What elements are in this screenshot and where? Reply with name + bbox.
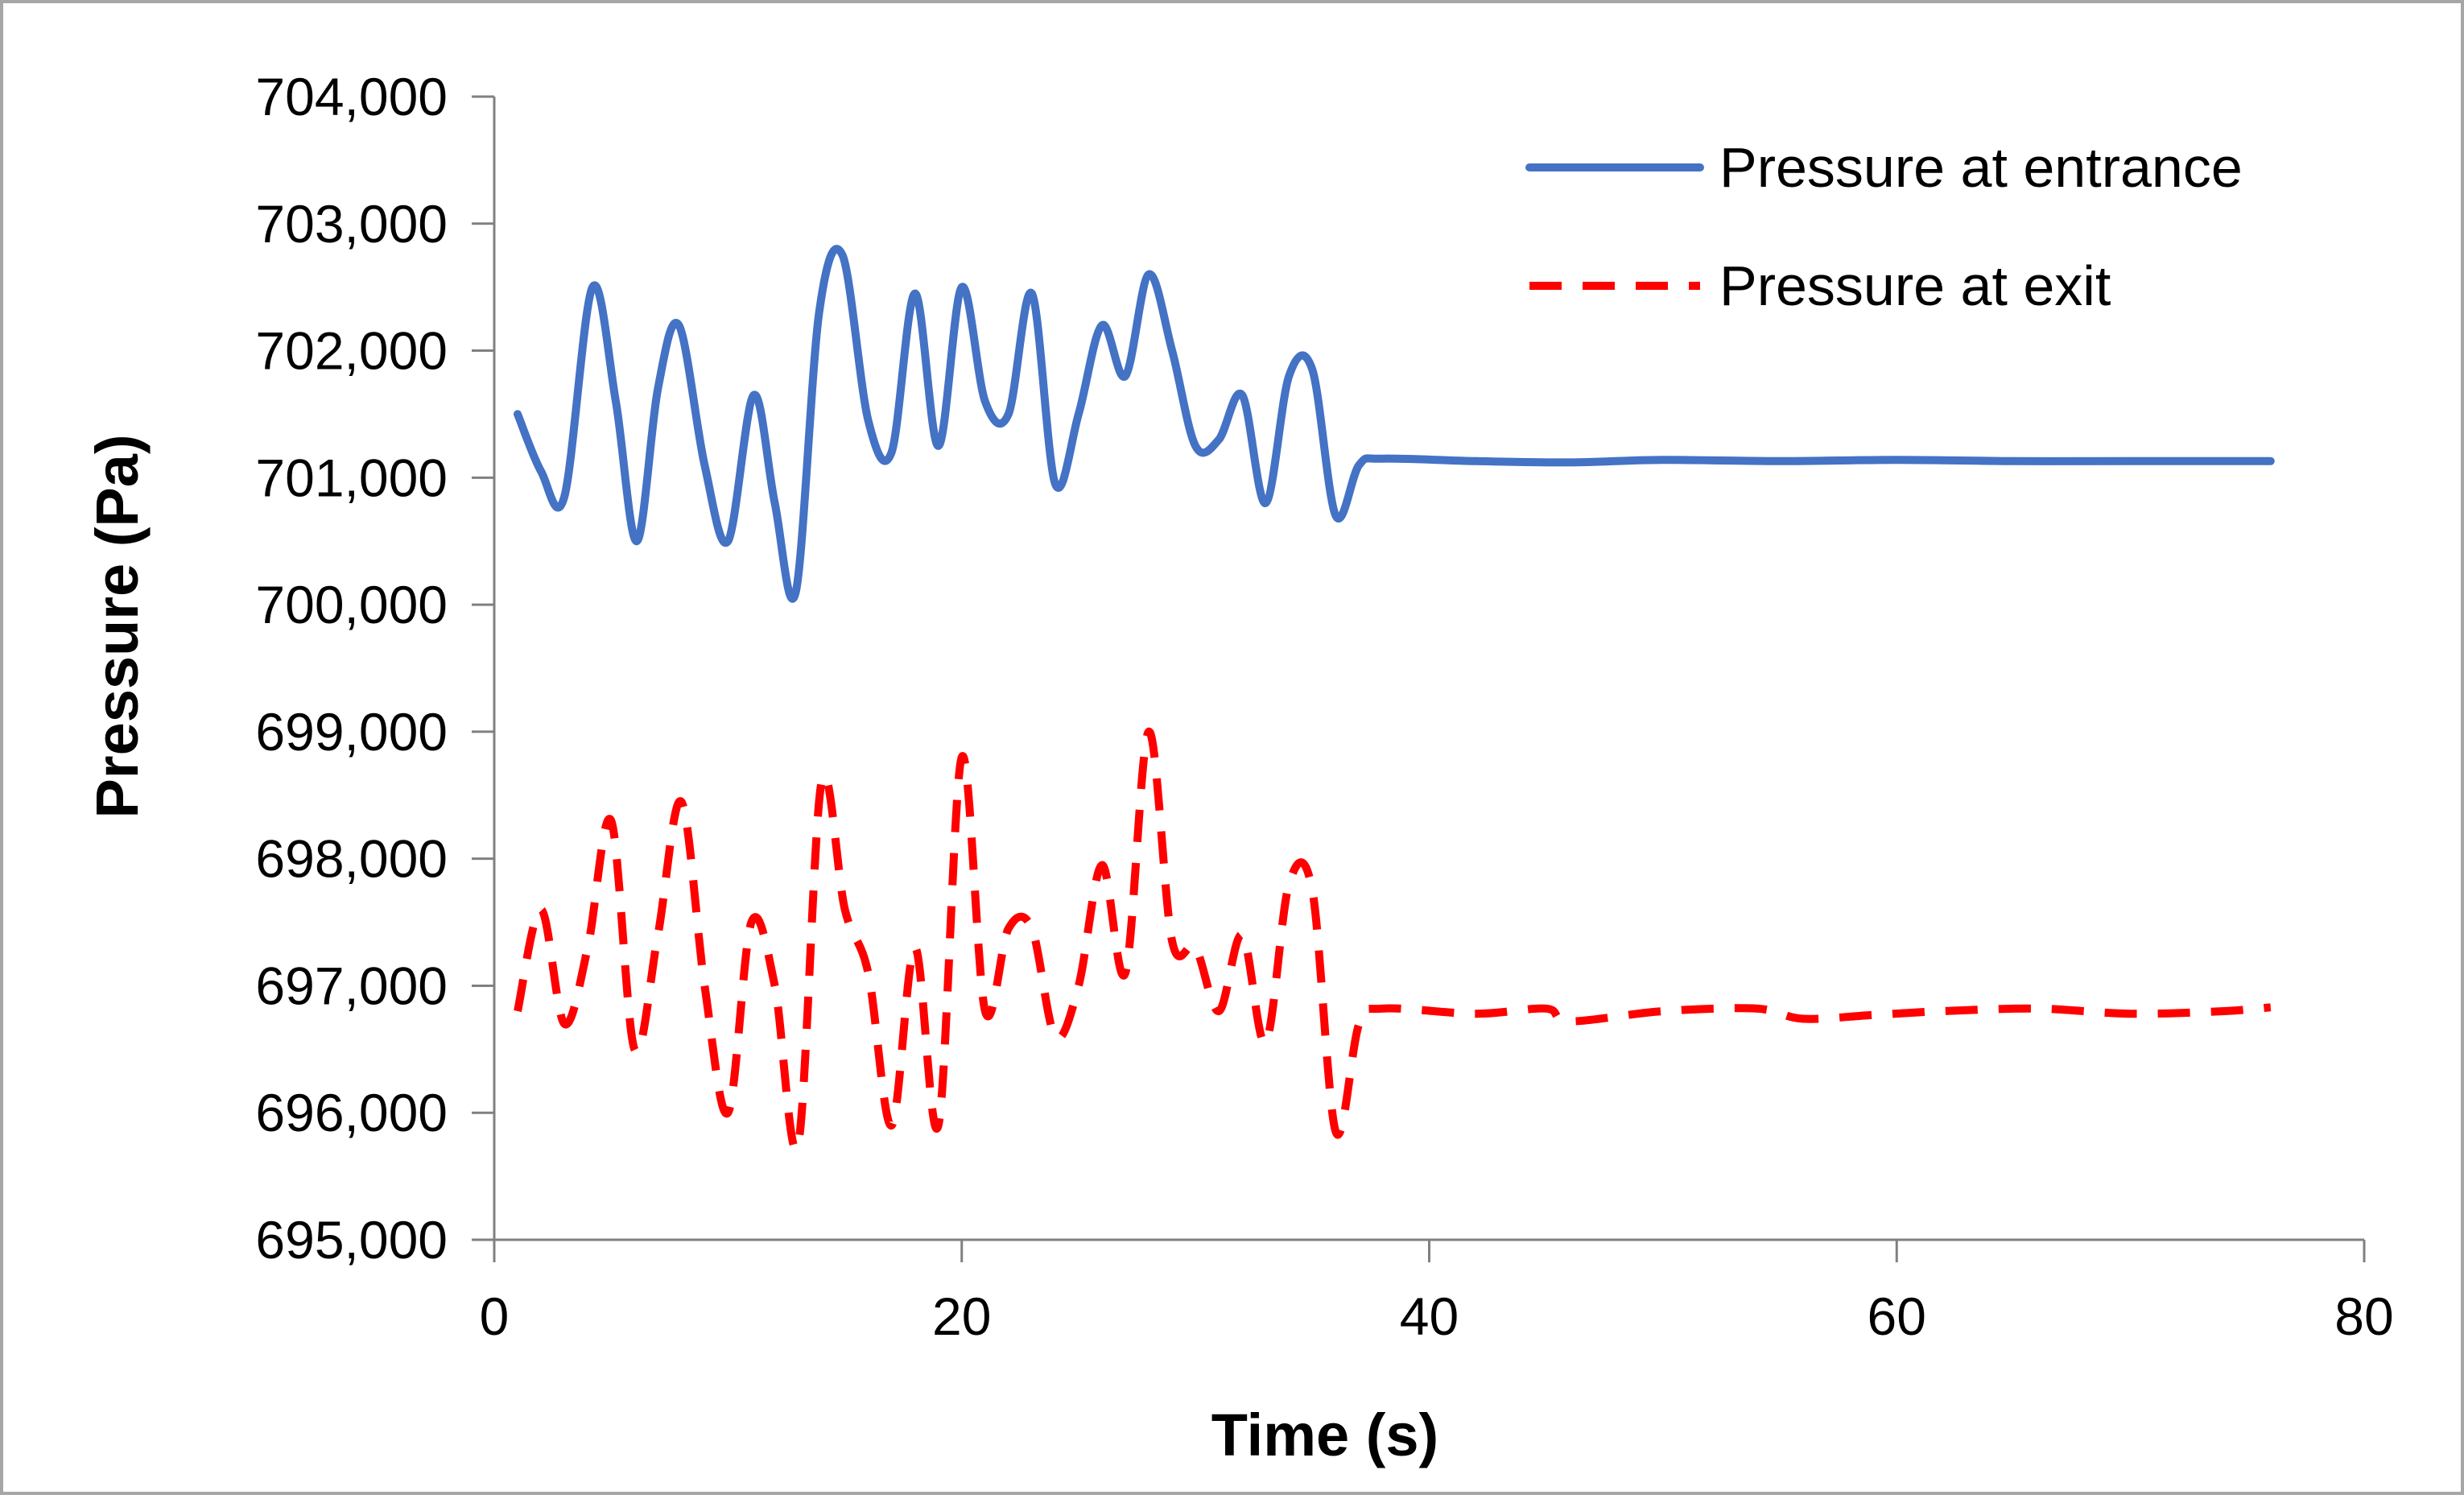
x-tick-label: 80: [2334, 1286, 2393, 1346]
x-tick-label: 0: [480, 1286, 510, 1346]
x-axis-title: Time (s): [1211, 1402, 1438, 1468]
series-line-entrance: [514, 245, 2275, 603]
y-tick-label: 701,000: [255, 448, 448, 507]
y-tick-label: 702,000: [255, 321, 448, 381]
series-line-exit: [514, 727, 2272, 1154]
legend-label-entrance: Pressure at entrance: [1719, 136, 2243, 199]
y-tick-label: 698,000: [255, 829, 448, 889]
x-axis-ticks: 0 20 40 60 80: [480, 1240, 2394, 1346]
x-tick-label: 20: [932, 1286, 991, 1346]
y-tick-label: 699,000: [255, 702, 448, 762]
x-tick-label: 60: [1868, 1286, 1926, 1346]
y-tick-label: 697,000: [255, 956, 448, 1015]
legend-label-exit: Pressure at exit: [1719, 254, 2111, 317]
y-axis-ticks: 695,000 696,000 697,000 698,000 699,000 700,0…: [255, 67, 494, 1270]
y-axis-title: Pressure (Pa): [84, 434, 151, 818]
y-tick-label: 700,000: [255, 575, 448, 634]
y-tick-label: 704,000: [255, 67, 448, 126]
x-tick-label: 40: [1400, 1286, 1459, 1346]
y-tick-label: 696,000: [255, 1083, 448, 1142]
legend: Pressure at entrance Pressure at exit: [1525, 136, 2243, 317]
y-tick-label: 695,000: [255, 1210, 448, 1270]
y-tick-label: 703,000: [255, 194, 448, 254]
series-lines: [514, 245, 2275, 1154]
